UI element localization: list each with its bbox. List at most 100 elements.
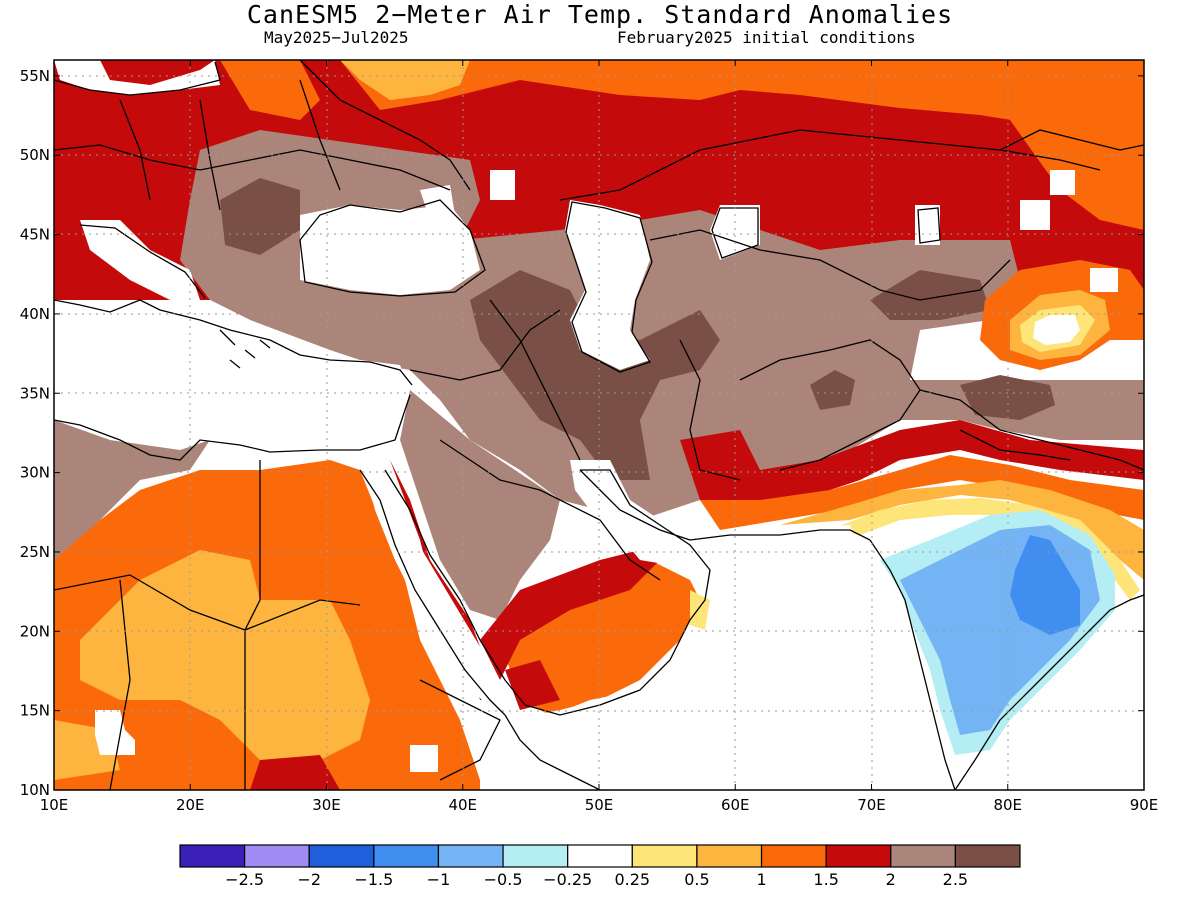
lon-tick-label: 70E	[857, 796, 886, 814]
colorbar-label: −2	[297, 870, 321, 889]
afghanistan-pakistan-border	[739, 339, 921, 471]
colorbar-swatch	[244, 844, 310, 868]
longitude-axis: 10E 20E 30E 40E 50E 60E 70E 80E 90E	[40, 60, 1159, 814]
colorbar-swatch	[437, 844, 504, 868]
africa-border-west	[109, 579, 131, 790]
lake-cyprus-gap	[490, 170, 515, 200]
initial-conditions: February2025 initial conditions	[617, 28, 916, 47]
anomaly-region-yellow-north	[340, 60, 470, 100]
europe-borders	[54, 79, 451, 211]
colorbar: −2.5 −2 −1.5 −1 −0.5 −0.25 0.25 0.5 1 1.5 2 2.5	[179, 844, 1021, 889]
iran-pakistan-coast	[689, 529, 871, 541]
iran-afghanistan-border	[679, 339, 741, 481]
arabia-coast	[524, 469, 711, 716]
anomaly-region-brown-tianshan	[870, 270, 990, 320]
lon-tick-label: 10E	[40, 796, 69, 814]
anomaly-region-deep-blue-india	[1010, 535, 1080, 635]
colorbar-label: 0.5	[684, 870, 709, 889]
somalia-coast	[504, 714, 601, 790]
lat-tick-label: 15N	[20, 702, 50, 720]
anomaly-region-yellow-south-asia	[780, 480, 1144, 580]
lat-tick-label: 20N	[20, 622, 50, 640]
lon-tick-label: 90E	[1130, 796, 1159, 814]
colorbar-label: −2.5	[225, 870, 264, 889]
nepal-border	[959, 429, 1071, 461]
anomaly-region-brown-balkans	[220, 178, 300, 255]
africa-border-chad-sudan	[244, 599, 361, 631]
anomaly-region-red-arabia	[480, 550, 660, 680]
mediterranean-coast-north	[54, 299, 413, 386]
greece-islands	[219, 329, 271, 369]
lat-tick-label: 35N	[20, 384, 50, 402]
balkhash-coast	[917, 207, 941, 244]
russia-ukraine-border	[299, 60, 471, 191]
red-sea-coast-east	[384, 469, 526, 706]
sea-azov	[420, 185, 455, 220]
anomaly-region-orange-south-asia	[700, 455, 1144, 530]
lat-tick-label: 55N	[20, 67, 50, 85]
india-west-coast	[869, 539, 956, 790]
anomaly-region-orange-europe	[220, 60, 320, 120]
colorbar-label: 2.5	[943, 870, 968, 889]
anomaly-region-orange-northeast	[1010, 100, 1144, 230]
sea-caspian	[565, 200, 650, 370]
lake-balkhash	[915, 205, 940, 245]
turkey-border	[409, 309, 561, 381]
anomaly-region-orange-north-russia	[340, 60, 1144, 130]
colorbar-label: −0.25	[543, 870, 592, 889]
anomaly-region-tan-arabia	[400, 390, 560, 620]
adriatic-coast	[79, 224, 206, 299]
colorbar-swatch	[179, 844, 246, 868]
sea-baltic	[54, 60, 220, 95]
lat-tick-label: 25N	[20, 543, 50, 561]
forecast-period: May2025−Jul2025	[264, 28, 409, 47]
colorbar-label: 1	[756, 870, 766, 889]
ethiopia-border	[419, 679, 501, 781]
lake-tana-area	[410, 745, 438, 772]
colorbar-swatch	[567, 844, 633, 868]
sea-arabian	[490, 525, 950, 790]
lat-tick-label: 50N	[20, 146, 50, 164]
anomaly-region-brown-afghanistan	[810, 370, 855, 410]
lon-tick-label: 30E	[312, 796, 341, 814]
baltic-coast	[54, 61, 221, 96]
colorbar-swatch	[760, 844, 827, 868]
central-asia-border	[649, 229, 1011, 301]
lon-tick-label: 40E	[448, 796, 477, 814]
lon-tick-label: 50E	[585, 796, 614, 814]
lake-issyk-kul	[1090, 268, 1118, 292]
colorbar-swatch	[502, 844, 569, 868]
red-sea-coast-west	[359, 469, 506, 716]
colorbar-label: −1.5	[354, 870, 393, 889]
anomaly-region-yellow-africa	[80, 550, 370, 760]
lat-tick-label: 40N	[20, 305, 50, 323]
gridlines	[54, 60, 1144, 790]
colorbar-label: 0.25	[614, 870, 650, 889]
colorbar-swatch	[308, 844, 375, 868]
lake-victoria-area	[95, 710, 135, 755]
colorbar-swatch	[954, 844, 1021, 868]
colorbar-label: −0.5	[484, 870, 523, 889]
iraq-iran-border	[489, 299, 581, 461]
map-title: CanESM5 2−Meter Air Temp. Standard Anoma…	[246, 0, 954, 29]
sea-persian-gulf	[570, 460, 700, 565]
mongolia-border	[999, 129, 1144, 151]
colorbar-label: 1.5	[813, 870, 838, 889]
lat-tick-label: 30N	[20, 464, 50, 482]
sea-bay-of-bengal	[980, 600, 1144, 790]
lat-tick-label: 10N	[20, 781, 50, 799]
lon-tick-label: 60E	[721, 796, 750, 814]
anomaly-region-red-south-asia	[680, 420, 1144, 510]
colorbar-swatch	[696, 844, 763, 868]
lat-tick-label: 45N	[20, 226, 50, 244]
colorbar-swatch	[825, 844, 892, 868]
colorbar-label: 2	[886, 870, 896, 889]
persian-gulf-coast	[579, 469, 691, 541]
mediterranean-coast-south	[54, 394, 411, 461]
anomaly-region-white-tarim	[1033, 315, 1080, 345]
anomaly-region-brown-iran	[470, 270, 720, 480]
colorbar-swatch	[631, 844, 698, 868]
aral-coast	[711, 207, 759, 259]
black-sea-coast	[299, 199, 486, 297]
